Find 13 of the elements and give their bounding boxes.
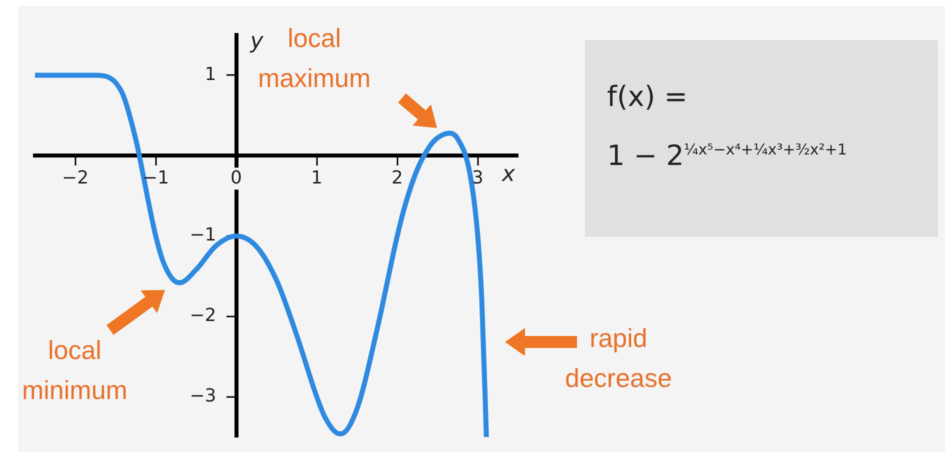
x-tick-label: 2 bbox=[392, 167, 403, 188]
x-axis-title: x bbox=[502, 162, 516, 187]
y-tick-label: −3 bbox=[190, 385, 216, 406]
formula-box: f(x) = 1 − 2$^{¼x⁵−x⁴+¼x³+³⁄₂x²+1}$ bbox=[585, 40, 938, 237]
x-tick-label: 1 bbox=[311, 167, 322, 188]
x-tick-label: 0 bbox=[230, 167, 242, 188]
y-tick-label: −2 bbox=[190, 305, 216, 326]
x-tick-label: −2 bbox=[62, 167, 89, 188]
annotation: local minimum bbox=[22, 334, 128, 407]
x-tick-label: 3 bbox=[472, 167, 484, 188]
text: rapid decrease bbox=[565, 322, 672, 395]
y-tick-label: −1 bbox=[190, 224, 216, 246]
y-tick-label: 1 bbox=[204, 64, 216, 85]
